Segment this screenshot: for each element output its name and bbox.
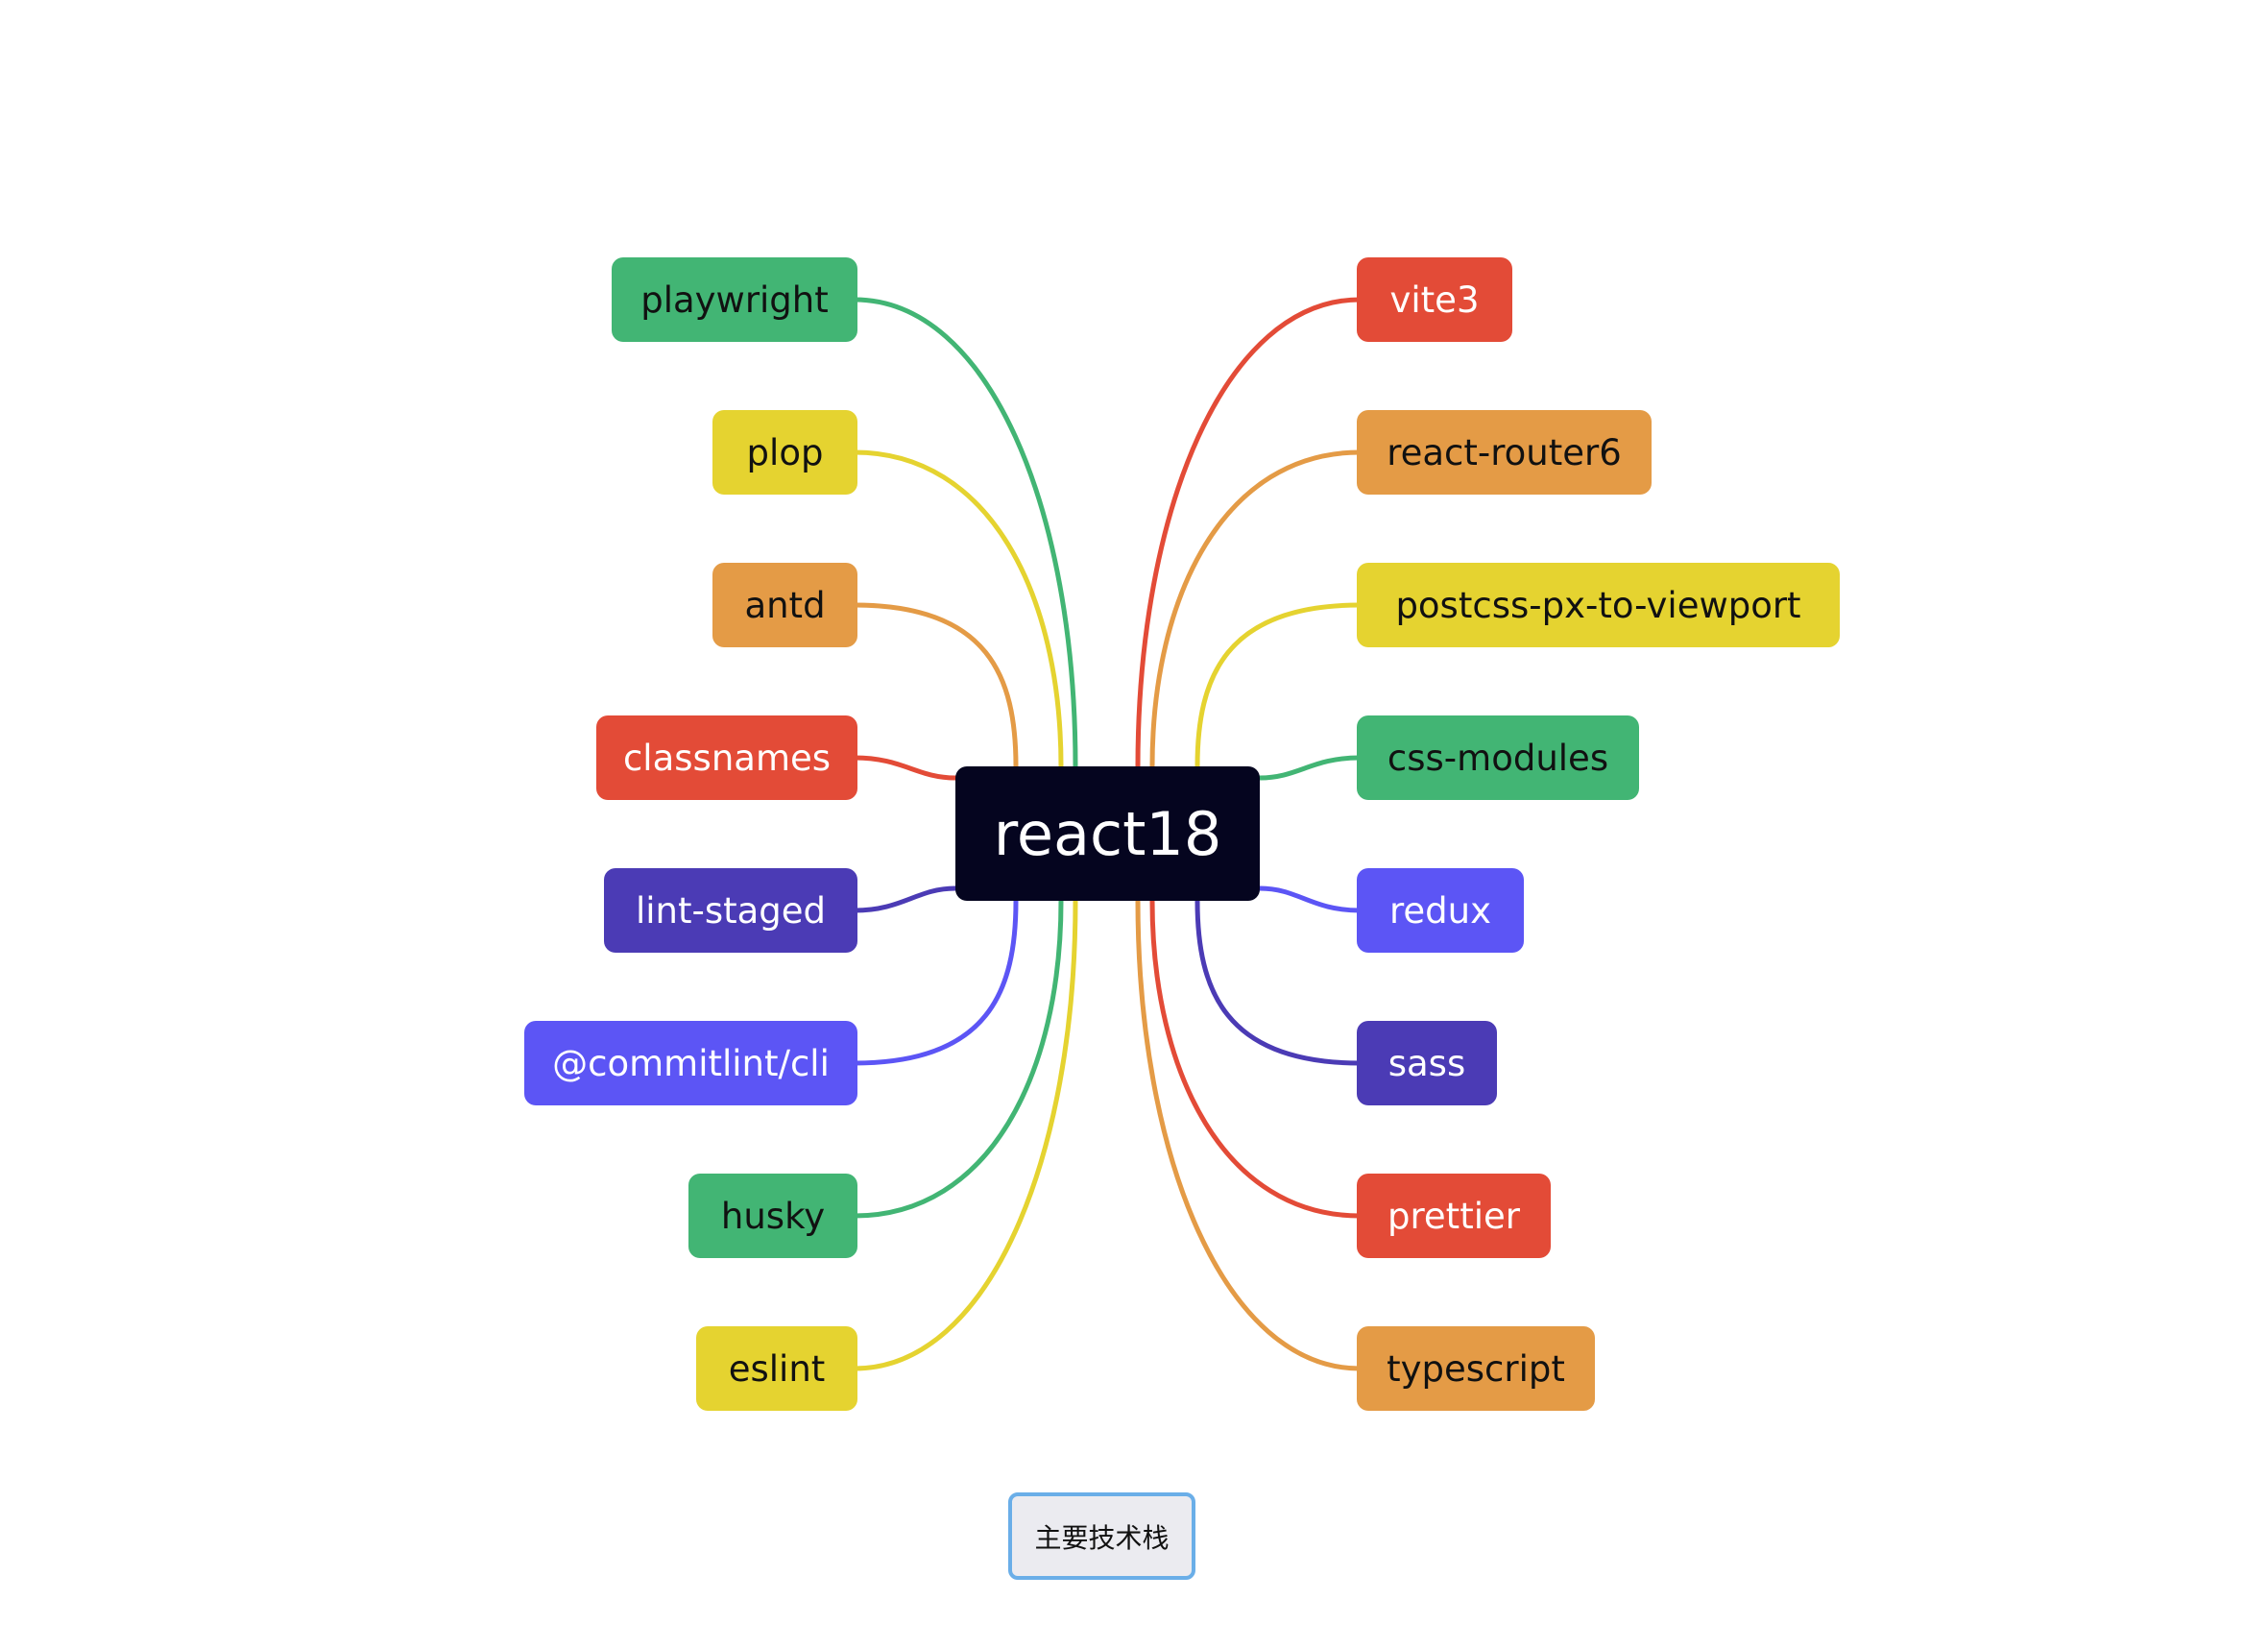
branch-node-label: eslint: [728, 1347, 826, 1390]
branch-node-label: prettier: [1387, 1195, 1520, 1237]
branch-node-vite3[interactable]: vite3: [1357, 257, 1512, 342]
branch-node-label: lint-staged: [635, 889, 827, 932]
branch-node-react-router6[interactable]: react-router6: [1357, 410, 1652, 495]
branch-node-commitlint-cli[interactable]: @commitlint/cli: [524, 1021, 857, 1105]
branch-node-eslint[interactable]: eslint: [696, 1326, 857, 1411]
branch-node-playwright[interactable]: playwright: [612, 257, 857, 342]
branch-node-label: postcss-px-to-viewport: [1395, 584, 1801, 626]
connector-husky: [852, 898, 1064, 1219]
branch-node-css-modules[interactable]: css-modules: [1357, 715, 1639, 800]
connector-redux: [1257, 885, 1363, 913]
connector-plop: [852, 449, 1064, 769]
branch-node-husky[interactable]: husky: [688, 1174, 857, 1258]
connector-antd: [852, 602, 1019, 769]
branch-node-label: react-router6: [1387, 431, 1622, 473]
branch-node-label: plop: [746, 431, 824, 473]
connector-prettier: [1149, 898, 1363, 1219]
connector-react-router6: [1149, 449, 1363, 769]
root-node-label: react18: [993, 798, 1222, 869]
connector-lint-staged: [852, 885, 958, 913]
branch-node-plop[interactable]: plop: [712, 410, 857, 495]
connector-css-modules: [1257, 755, 1363, 781]
connector-eslint: [852, 898, 1078, 1371]
caption-button-label: 主要技术栈: [1034, 1521, 1170, 1554]
branch-node-postcss-px-to-viewport[interactable]: postcss-px-to-viewport: [1357, 563, 1840, 647]
connector-vite3: [1135, 297, 1363, 769]
branch-node-label: redux: [1389, 889, 1491, 932]
branch-node-label: playwright: [640, 279, 829, 321]
branch-node-classnames[interactable]: classnames: [596, 715, 857, 800]
branch-node-lint-staged[interactable]: lint-staged: [604, 868, 857, 953]
branch-node-label: sass: [1387, 1042, 1466, 1084]
branch-node-label: typescript: [1387, 1347, 1565, 1390]
branch-node-label: husky: [720, 1195, 826, 1237]
connector-postcss-px-to-viewport: [1194, 602, 1363, 769]
connector-commitlint-cli: [852, 898, 1019, 1066]
branch-node-label: css-modules: [1387, 737, 1609, 779]
branch-node-sass[interactable]: sass: [1357, 1021, 1497, 1105]
branch-node-label: @commitlint/cli: [552, 1042, 830, 1084]
branch-node-typescript[interactable]: typescript: [1357, 1326, 1595, 1411]
connector-playwright: [852, 297, 1078, 769]
branch-node-redux[interactable]: redux: [1357, 868, 1524, 953]
branch-node-label: antd: [744, 584, 826, 626]
branch-node-label: classnames: [622, 737, 832, 779]
root-node-react18[interactable]: react18: [955, 766, 1260, 901]
connector-typescript: [1135, 898, 1363, 1371]
connector-sass: [1194, 898, 1363, 1066]
branch-node-label: vite3: [1389, 279, 1480, 321]
branch-node-prettier[interactable]: prettier: [1357, 1174, 1551, 1258]
connector-classnames: [852, 755, 958, 781]
branch-node-antd[interactable]: antd: [712, 563, 857, 647]
main-tech-stack-button[interactable]: 主要技术栈: [1008, 1492, 1195, 1580]
